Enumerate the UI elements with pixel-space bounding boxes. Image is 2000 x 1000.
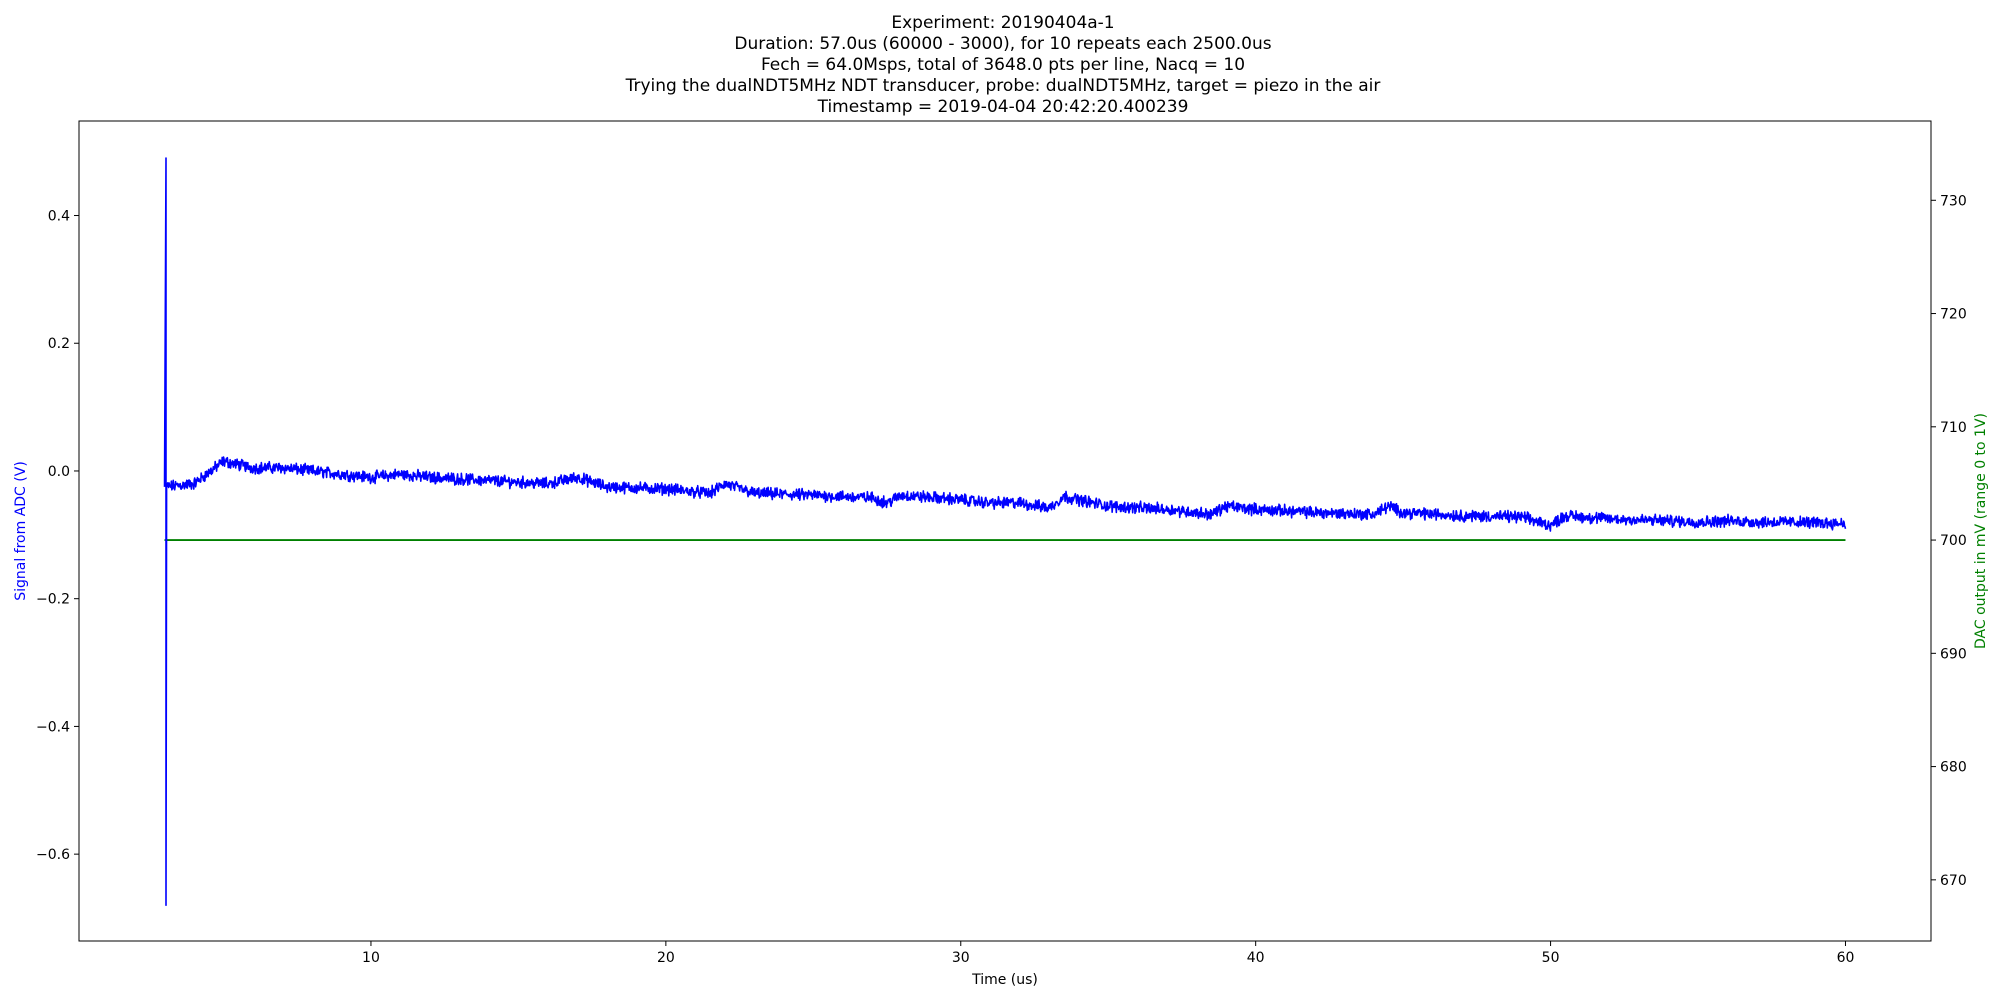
series-group xyxy=(163,157,1847,907)
y-left-tick-label: 0.4 xyxy=(48,209,70,225)
x-tick-label: 60 xyxy=(1837,950,1855,966)
x-tick-label: 10 xyxy=(362,950,380,966)
y-left-tick-label: 0.0 xyxy=(48,464,70,480)
title-line-transducer: Trying the dualNDT5MHz NDT transducer, p… xyxy=(625,76,1381,96)
title-line-fech: Fech = 64.0Msps, total of 3648.0 pts per… xyxy=(761,55,1245,75)
title-line-timestamp: Timestamp = 2019-04-04 20:42:20.400239 xyxy=(817,97,1189,117)
y-axis-right: 730 720 710 700 690 680 670 xyxy=(1931,193,1967,889)
y-right-tick-label: 690 xyxy=(1940,646,1967,662)
x-axis-label: Time (us) xyxy=(971,972,1038,988)
x-tick-label: 30 xyxy=(952,950,970,966)
y-right-tick-label: 710 xyxy=(1940,420,1967,436)
y-left-tick-label: −0.4 xyxy=(36,719,70,735)
y-right-tick-label: 700 xyxy=(1940,533,1967,549)
y-right-tick-label: 720 xyxy=(1940,307,1967,323)
title-line-experiment: Experiment: 20190404a-1 xyxy=(891,13,1114,33)
y-right-tick-label: 730 xyxy=(1940,193,1967,209)
x-tick-label: 20 xyxy=(657,950,675,966)
y-left-tick-label: −0.6 xyxy=(36,847,70,863)
y-axis-left-label: Signal from ADC (V) xyxy=(13,461,29,601)
plot-frame xyxy=(78,120,1932,942)
y-axis-left: 0.4 0.2 0.0 −0.2 −0.4 −0.6 xyxy=(36,209,79,863)
y-right-tick-label: 680 xyxy=(1940,760,1967,776)
x-tick-label: 40 xyxy=(1247,950,1265,966)
x-tick-label: 50 xyxy=(1542,950,1560,966)
y-right-tick-label: 670 xyxy=(1940,873,1967,889)
title-line-duration: Duration: 57.0us (60000 - 3000), for 10 … xyxy=(734,34,1271,54)
x-axis: 10 20 30 40 50 60 xyxy=(362,941,1854,966)
chart-title: Experiment: 20190404a-1 Duration: 57.0us… xyxy=(625,13,1381,117)
y-axis-right-label: DAC output in mV (range 0 to 1V) xyxy=(1973,413,1989,649)
y-left-tick-label: 0.2 xyxy=(48,336,70,352)
series-line-signal xyxy=(163,157,1847,907)
y-left-tick-label: −0.2 xyxy=(36,592,70,608)
